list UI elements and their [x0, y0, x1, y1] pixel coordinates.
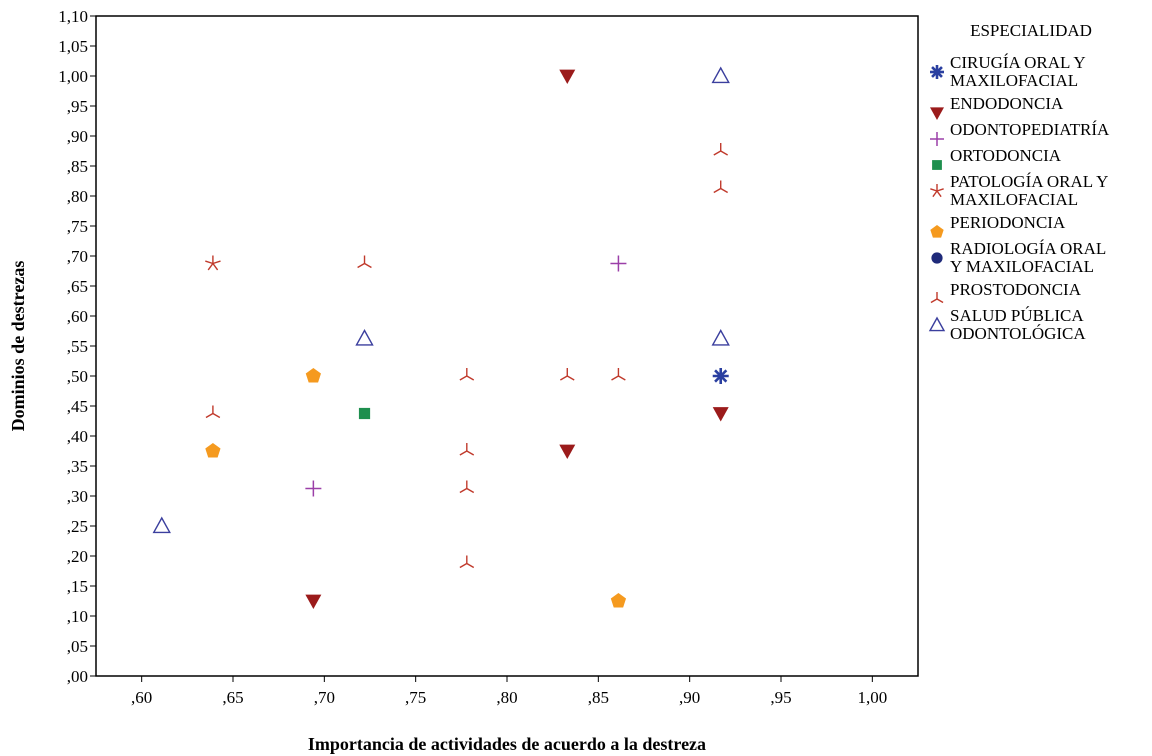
data-point-tripod: [205, 405, 221, 419]
legend-item: PERIODONCIA: [930, 213, 1066, 238]
legend-label: CIRUGÍA ORAL Y: [950, 53, 1086, 72]
y-tick-label: 1,05: [58, 37, 88, 56]
legend: ESPECIALIDAD CIRUGÍA ORAL YMAXILOFACIALE…: [928, 21, 1110, 343]
data-point-triangle-down: [559, 69, 576, 84]
legend-label: PERIODONCIA: [950, 213, 1066, 232]
data-point-triangle-up: [711, 66, 730, 84]
data-point: [930, 292, 944, 304]
y-tick-label: ,75: [67, 217, 88, 236]
data-point: [928, 316, 946, 332]
y-tick-label: ,70: [67, 247, 88, 266]
y-tick-label: ,20: [67, 547, 88, 566]
data-point-tripod: [713, 180, 728, 194]
x-tick-label: 1,00: [857, 688, 887, 707]
y-tick-label: ,85: [67, 157, 88, 176]
data-point-asterisk: [712, 368, 729, 384]
legend-label: ENDODONCIA: [950, 94, 1064, 113]
legend-label: RADIOLOGÍA ORAL: [950, 239, 1106, 258]
y-tick-label: ,25: [67, 517, 88, 536]
legend-label: MAXILOFACIAL: [950, 190, 1078, 209]
y-tick-label: ,65: [67, 277, 88, 296]
data-point-triangle-up: [711, 329, 730, 346]
y-tick-label: ,55: [67, 337, 88, 356]
data-point-tripod: [459, 443, 475, 456]
legend-item: ORTODONCIA: [932, 146, 1062, 170]
data-point-triangle-down: [712, 407, 729, 422]
y-tick-label: ,60: [67, 307, 88, 326]
x-tick-label: ,80: [496, 688, 517, 707]
data-point: [932, 160, 942, 170]
y-axis: ,00 ,05 ,10 ,15 ,20 ,25 ,30 ,35 ,40 ,45 ,50 ,55 ,60,…: [58, 7, 96, 686]
legend-label: ORTODONCIA: [950, 146, 1062, 165]
data-point-tripod: [611, 368, 626, 381]
y-tick-label: 1,10: [58, 7, 88, 26]
data-point-plus: [610, 255, 627, 272]
legend-label: SALUD PÚBLICA: [950, 306, 1084, 325]
data-point: [930, 132, 944, 146]
legend-label: PROSTODONCIA: [950, 280, 1082, 299]
data-point-pentagon: [205, 443, 221, 458]
x-tick-label: ,85: [588, 688, 609, 707]
data-point-tripod: [357, 255, 372, 269]
data-point-plus: [305, 480, 322, 497]
data-point-pentagon: [610, 593, 627, 608]
data-point: [931, 252, 943, 264]
data-point: [930, 184, 944, 198]
legend-label: MAXILOFACIAL: [950, 71, 1078, 90]
y-tick-label: ,45: [67, 397, 88, 416]
y-tick-label: ,30: [67, 487, 88, 506]
y-tick-label: ,15: [67, 577, 88, 596]
data-point-tripod: [713, 143, 728, 156]
legend-label: ODONTOPEDIATRÍA: [950, 120, 1110, 139]
legend-item: ENDODONCIA: [930, 94, 1064, 120]
data-point-triangle-down: [305, 594, 322, 609]
data-point-square: [358, 407, 371, 420]
plot-area: [95, 15, 919, 677]
x-tick-label: ,95: [770, 688, 791, 707]
legend-label: PATOLOGÍA ORAL Y: [950, 172, 1108, 191]
data-points: [152, 66, 730, 609]
y-tick-label: ,90: [67, 127, 88, 146]
legend-label: ODONTOLÓGICA: [950, 324, 1086, 343]
legend-item: ODONTOPEDIATRÍA: [930, 120, 1110, 146]
x-tick-label: ,60: [131, 688, 152, 707]
data-point-tripod: [560, 368, 575, 381]
data-point: [930, 107, 944, 120]
data-point-pentagon: [305, 368, 321, 383]
y-tick-label: ,35: [67, 457, 88, 476]
y-tick-label: ,05: [67, 637, 88, 656]
legend-title: ESPECIALIDAD: [970, 21, 1092, 40]
x-axis: ,60 ,65 ,70 ,75 ,80 ,85 ,90 ,95 1,00: [131, 676, 887, 707]
y-tick-label: ,40: [67, 427, 88, 446]
data-point-triangle-up: [152, 516, 171, 534]
data-point-triangle-up: [355, 329, 374, 346]
x-axis-title: Importancia de actividades de acuerdo a …: [308, 734, 706, 754]
y-tick-label: ,80: [67, 187, 88, 206]
data-point-star: [205, 255, 221, 271]
data-point: [930, 65, 944, 79]
data-point-tripod: [459, 368, 475, 381]
x-tick-label: ,75: [405, 688, 426, 707]
x-tick-label: ,70: [314, 688, 335, 707]
data-point: [930, 225, 944, 238]
y-tick-label: ,95: [67, 97, 88, 116]
x-tick-label: ,65: [222, 688, 243, 707]
y-tick-label: ,00: [67, 667, 88, 686]
data-point-tripod: [459, 480, 475, 494]
x-tick-label: ,90: [679, 688, 700, 707]
y-tick-label: 1,00: [58, 67, 88, 86]
legend-label: Y MAXILOFACIAL: [950, 257, 1094, 276]
data-point-tripod: [459, 555, 475, 569]
y-tick-label: ,50: [67, 367, 88, 386]
legend-item: PROSTODONCIA: [930, 280, 1082, 304]
data-point-triangle-down: [559, 444, 576, 459]
y-tick-label: ,10: [67, 607, 88, 626]
y-axis-title: Dominios de destrezas: [8, 261, 28, 432]
